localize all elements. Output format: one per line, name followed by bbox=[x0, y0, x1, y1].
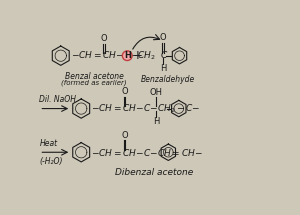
Text: Dibenzal acetone: Dibenzal acetone bbox=[115, 168, 193, 177]
Text: (-H₂O): (-H₂O) bbox=[39, 157, 63, 166]
Text: Dil. NaOH: Dil. NaOH bbox=[39, 95, 76, 104]
Text: O: O bbox=[101, 34, 107, 43]
Circle shape bbox=[122, 51, 132, 60]
Text: Heat: Heat bbox=[39, 139, 58, 148]
Text: H: H bbox=[160, 64, 167, 74]
Text: OH: OH bbox=[150, 88, 163, 97]
Text: O: O bbox=[121, 131, 128, 140]
Text: $-$CH$=$CH$-$C$-$CH$_2-$C$-$: $-$CH$=$CH$-$C$-$CH$_2-$C$-$ bbox=[92, 102, 201, 115]
Text: $-$CH$=$CH$-$C$-$CH$_2$: $-$CH$=$CH$-$C$-$CH$_2$ bbox=[71, 49, 156, 62]
Text: O: O bbox=[160, 33, 166, 42]
Text: O: O bbox=[121, 87, 128, 96]
Text: Benzal acetone: Benzal acetone bbox=[65, 72, 124, 81]
Text: $-$CH$=$CH$-$C$-$CH$=$CH$-$: $-$CH$=$CH$-$C$-$CH$=$CH$-$ bbox=[92, 147, 203, 158]
Text: H: H bbox=[124, 51, 131, 60]
Text: H: H bbox=[153, 117, 159, 126]
Text: C: C bbox=[160, 51, 167, 60]
Text: (formed as earlier): (formed as earlier) bbox=[61, 79, 127, 86]
Text: Benzaldehyde: Benzaldehyde bbox=[141, 75, 195, 84]
Text: +: + bbox=[133, 49, 142, 62]
